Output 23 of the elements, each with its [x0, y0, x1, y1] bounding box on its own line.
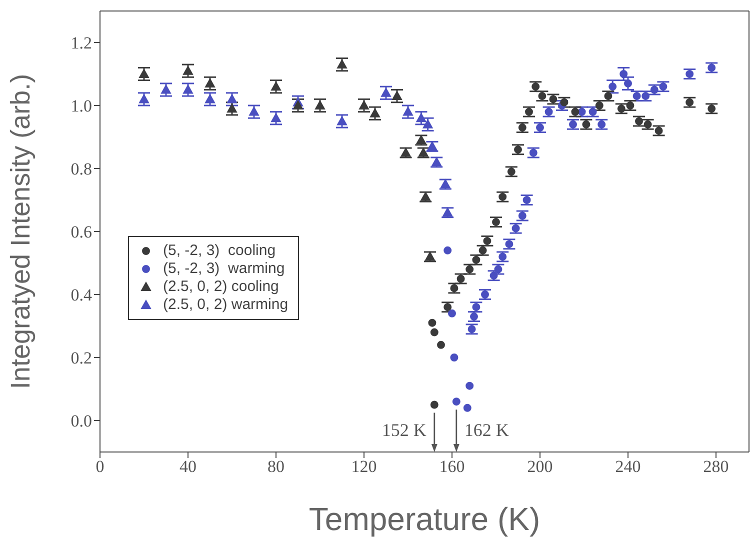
x-tick-label: 80	[268, 457, 284, 476]
x-tick-label: 200	[527, 457, 553, 476]
annotation: 152 K	[382, 420, 426, 440]
y-tick-label: 0.2	[70, 348, 92, 368]
legend-label: (2.5, 0, 2) cooling	[163, 278, 279, 296]
annotation: 162 K	[464, 420, 509, 440]
legend-label: (5, -2, 3) warming	[163, 260, 285, 278]
y-tick-label: 1.2	[70, 34, 92, 53]
y-tick-label: 0.8	[70, 160, 92, 179]
x-axis-title: Temperature (K)	[308, 501, 540, 537]
y-tick-label: 0.0	[70, 412, 92, 431]
x-tick-label: 160	[439, 457, 465, 476]
x-tick-label: 120	[351, 457, 377, 476]
x-tick-label: 0	[96, 457, 104, 476]
legend-label: (2.5, 0, 2) warming	[163, 296, 288, 314]
x-tick-label: 280	[703, 457, 729, 476]
x-tick-label: 240	[615, 457, 641, 476]
y-tick-label: 0.6	[70, 222, 92, 242]
legend-label: (5, -2, 3) cooling	[163, 242, 276, 260]
y-axis-title: Integratyed Intensity (arb.)	[6, 74, 36, 390]
y-tick-label: 1.0	[70, 96, 92, 116]
x-tick-label: 40	[180, 457, 196, 476]
y-tick-label: 0.4	[70, 286, 92, 305]
